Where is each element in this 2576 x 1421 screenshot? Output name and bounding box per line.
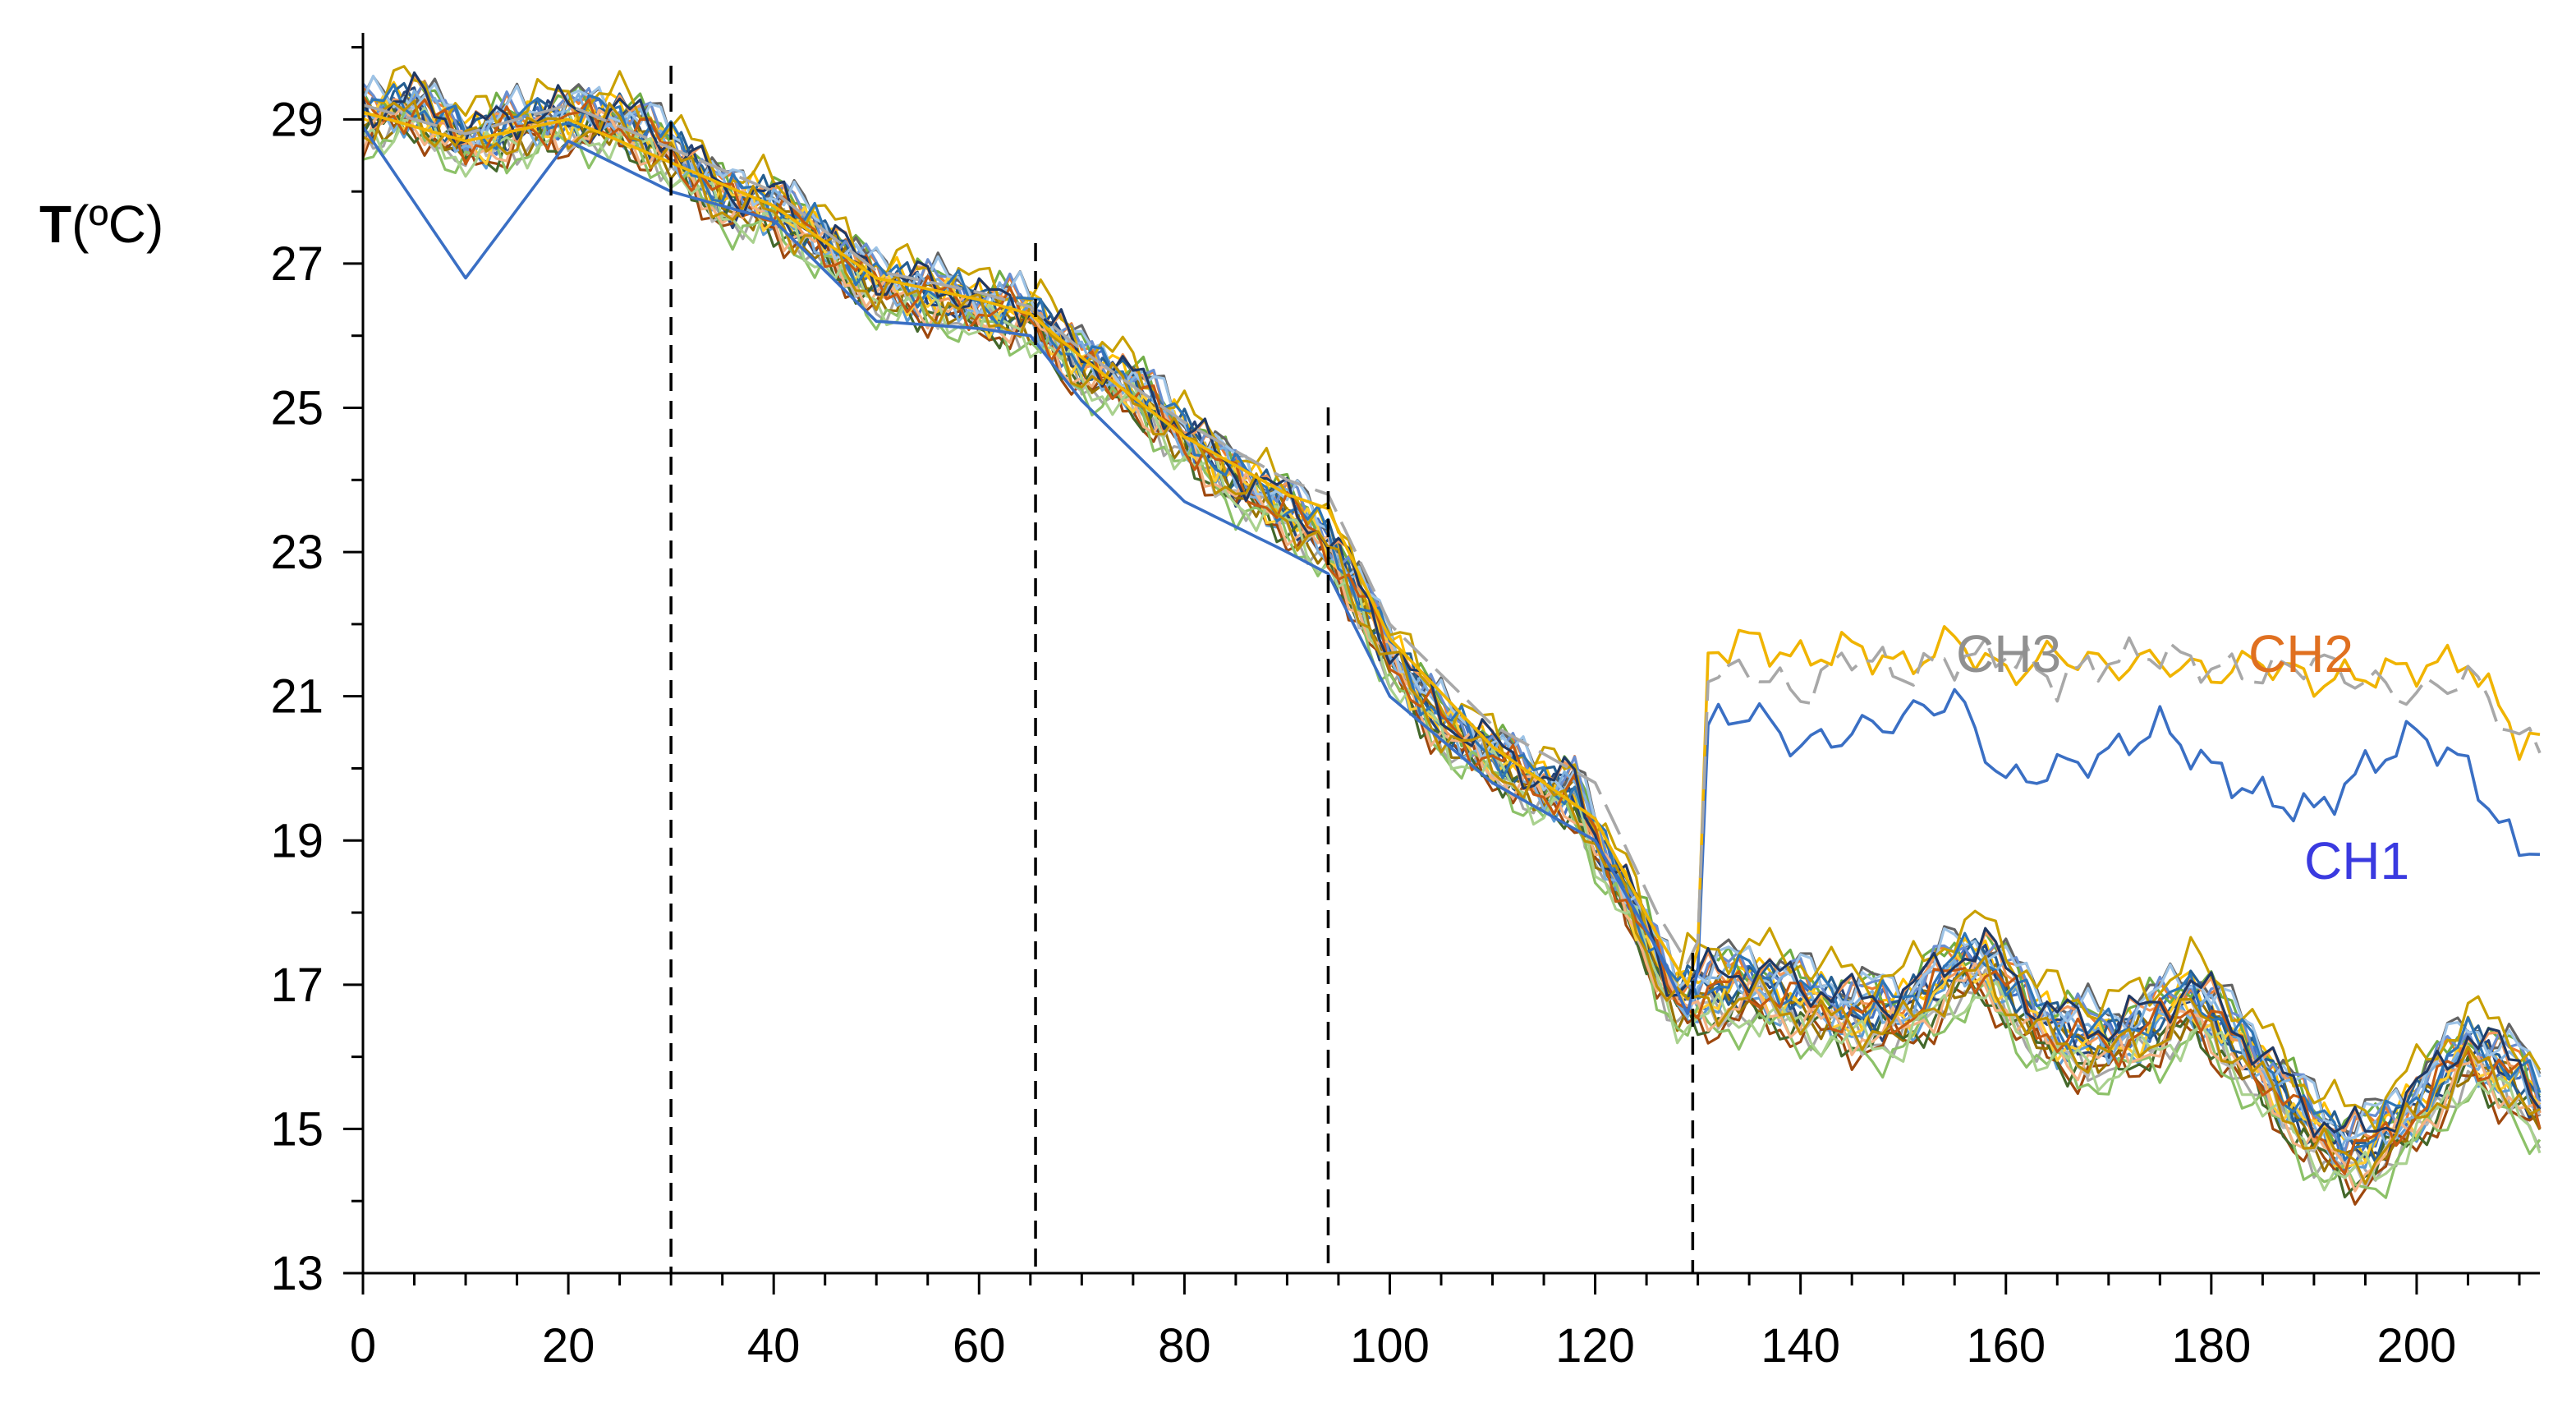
y-tick-label: 17 [270, 959, 324, 1012]
y-tick-label: 19 [270, 814, 324, 867]
y-tick-label: 15 [270, 1102, 324, 1156]
x-tick-label: 120 [1555, 1319, 1635, 1373]
y-tick-label: 21 [270, 670, 324, 724]
sensor-line [361, 95, 2542, 1175]
series-line-ch2 [362, 110, 2541, 986]
sensor-line [361, 71, 2542, 1138]
y-axis-label: T(ºC) [39, 195, 163, 254]
x-tick-label: 180 [2171, 1319, 2251, 1373]
y-axis-label-unit: (ºC) [71, 195, 163, 254]
axes: 13 15 17 19 21 23 25 27 29 0 20 40 60 80 100 120 140 160 1… [270, 33, 2540, 1373]
y-tick-label: 27 [270, 237, 324, 291]
y-tick-label: 23 [270, 526, 324, 579]
sensor-line [362, 80, 2542, 1154]
series-line-ch1 [361, 126, 2541, 1015]
sensor-line [362, 106, 2542, 1192]
phase-dividers [669, 66, 1695, 1273]
y-axis-label-symbol: T [39, 195, 71, 254]
highlight-series-lines [361, 103, 2542, 1015]
x-tick-label: 0 [350, 1319, 376, 1373]
x-tick-label: 200 [2377, 1319, 2457, 1373]
series-label-ch2: CH2 [2248, 624, 2353, 683]
sensor-line [361, 112, 2541, 1206]
sensor-line [361, 74, 2542, 1139]
series-line-ch3 [362, 103, 2542, 965]
sensor-line [361, 65, 2542, 1132]
sensor-bundle-lines [361, 65, 2542, 1206]
y-tick-label: 13 [270, 1247, 324, 1300]
x-tick-label: 160 [1966, 1319, 2046, 1373]
x-tick-label: 140 [1761, 1319, 1840, 1373]
x-tick-label: 100 [1350, 1319, 1430, 1373]
x-tick-label: 60 [953, 1319, 1006, 1373]
x-tick-label: 40 [747, 1319, 801, 1373]
sensor-line [362, 99, 2541, 1185]
y-tick-label: 25 [270, 382, 324, 435]
series-label-ch3: CH3 [1956, 624, 2061, 683]
series-label-ch1: CH1 [2304, 831, 2409, 890]
y-tick-label: 29 [270, 93, 324, 146]
sensor-line [361, 83, 2542, 1161]
x-tick-label: 20 [542, 1319, 595, 1373]
x-tick-label: 80 [1158, 1319, 1211, 1373]
